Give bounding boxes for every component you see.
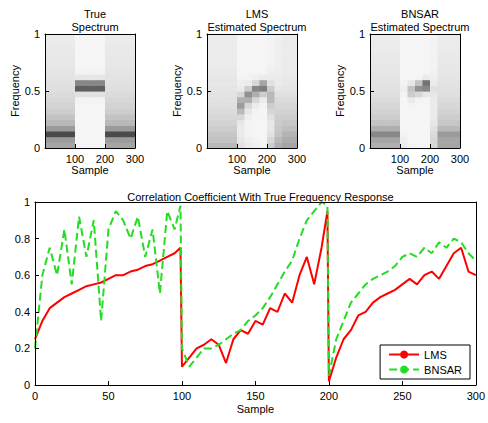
svg-text:Sample: Sample bbox=[237, 403, 274, 415]
svg-text:300: 300 bbox=[467, 390, 485, 402]
svg-text:200: 200 bbox=[96, 153, 114, 165]
svg-text:250: 250 bbox=[393, 390, 411, 402]
svg-text:1: 1 bbox=[196, 28, 202, 40]
svg-text:True: True bbox=[84, 8, 106, 20]
svg-text:100: 100 bbox=[66, 153, 84, 165]
svg-text:Frequency: Frequency bbox=[9, 65, 21, 117]
svg-text:100: 100 bbox=[391, 153, 409, 165]
svg-text:0: 0 bbox=[32, 390, 38, 402]
svg-text:0.8: 0.8 bbox=[15, 233, 30, 245]
svg-text:Correlation Coefficient With T: Correlation Coefficient With True Freque… bbox=[127, 191, 393, 203]
svg-text:0.6: 0.6 bbox=[15, 269, 30, 281]
svg-text:LMS: LMS bbox=[246, 8, 269, 20]
svg-text:Estimated Spectrum: Estimated Spectrum bbox=[370, 21, 469, 33]
svg-text:1: 1 bbox=[359, 28, 365, 40]
svg-text:200: 200 bbox=[421, 153, 439, 165]
svg-text:Sample: Sample bbox=[233, 164, 270, 176]
svg-text:LMS: LMS bbox=[424, 349, 447, 361]
svg-text:0: 0 bbox=[34, 142, 40, 154]
svg-text:Sample: Sample bbox=[71, 164, 108, 176]
svg-text:0.5: 0.5 bbox=[350, 85, 365, 97]
svg-text:0.5: 0.5 bbox=[25, 85, 40, 97]
svg-text:100: 100 bbox=[228, 153, 246, 165]
svg-text:0: 0 bbox=[359, 142, 365, 154]
svg-text:50: 50 bbox=[102, 390, 114, 402]
svg-text:0.5: 0.5 bbox=[187, 85, 202, 97]
svg-text:0.4: 0.4 bbox=[15, 306, 30, 318]
svg-text:300: 300 bbox=[288, 153, 306, 165]
svg-text:200: 200 bbox=[320, 390, 338, 402]
svg-text:1: 1 bbox=[34, 28, 40, 40]
svg-text:300: 300 bbox=[126, 153, 144, 165]
svg-text:100: 100 bbox=[173, 390, 191, 402]
svg-text:200: 200 bbox=[258, 153, 276, 165]
svg-text:Spectrum: Spectrum bbox=[71, 21, 118, 33]
svg-text:0: 0 bbox=[24, 379, 30, 391]
svg-text:BNSAR: BNSAR bbox=[401, 8, 439, 20]
svg-text:300: 300 bbox=[451, 153, 469, 165]
svg-text:BNSAR: BNSAR bbox=[424, 364, 462, 376]
svg-text:Sample: Sample bbox=[396, 164, 433, 176]
svg-text:1: 1 bbox=[24, 196, 30, 208]
svg-text:0: 0 bbox=[196, 142, 202, 154]
svg-text:Estimated Spectrum: Estimated Spectrum bbox=[207, 21, 306, 33]
svg-text:0.2: 0.2 bbox=[15, 342, 30, 354]
svg-text:Frequency: Frequency bbox=[171, 65, 183, 117]
svg-text:Frequency: Frequency bbox=[334, 65, 346, 117]
svg-text:150: 150 bbox=[246, 390, 264, 402]
